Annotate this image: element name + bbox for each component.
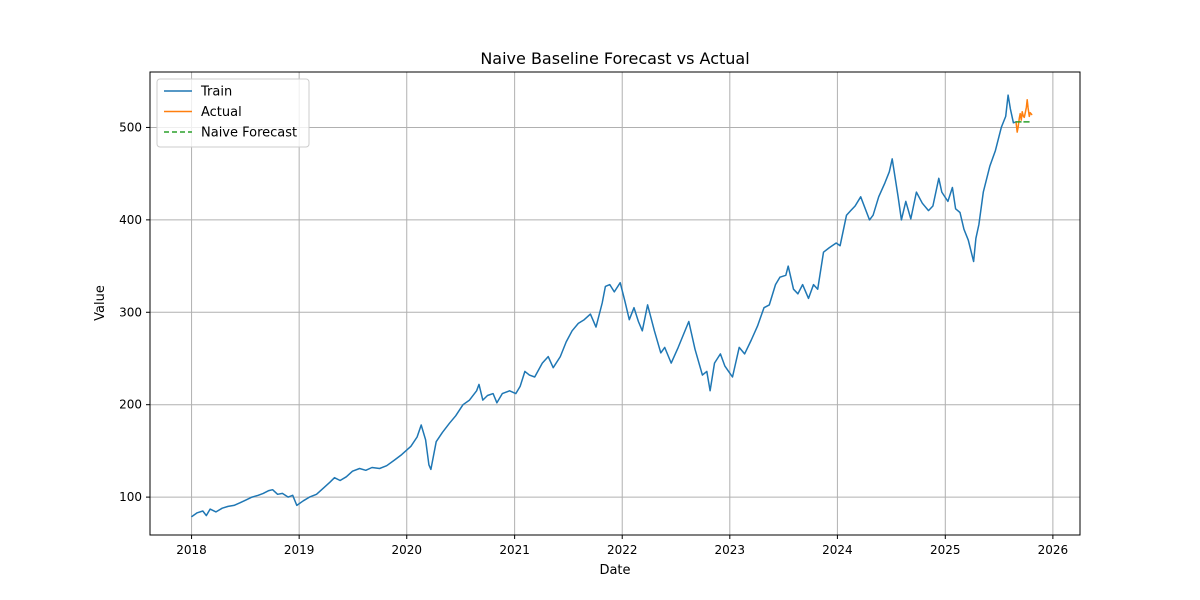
x-tick-label-2021: 2021 bbox=[499, 543, 530, 557]
y-tick-label-400: 400 bbox=[119, 213, 142, 227]
x-tick-label-2026: 2026 bbox=[1038, 543, 1069, 557]
y-tick-label-100: 100 bbox=[119, 490, 142, 504]
x-tick-label-2022: 2022 bbox=[607, 543, 638, 557]
y-axis-label: Value bbox=[93, 285, 108, 321]
series-line-actual bbox=[1015, 98, 1033, 133]
x-axis-label: Date bbox=[599, 563, 630, 578]
x-tick-label-2024: 2024 bbox=[822, 543, 853, 557]
legend-box bbox=[156, 78, 310, 148]
x-tick-label-2023: 2023 bbox=[715, 543, 746, 557]
y-tick-label-300: 300 bbox=[119, 305, 142, 319]
x-tick-label-2019: 2019 bbox=[284, 543, 315, 557]
legend-label-naive-forecast: Naive Forecast bbox=[201, 126, 297, 141]
x-tick-label-2025: 2025 bbox=[930, 543, 961, 557]
legend: Train Actual Naive Forecast bbox=[156, 78, 310, 148]
series-layer bbox=[191, 94, 1033, 518]
legend-label-actual: Actual bbox=[201, 105, 242, 120]
x-tick-label-2020: 2020 bbox=[391, 543, 422, 557]
y-tick-label-500: 500 bbox=[119, 120, 142, 134]
ticks: 2018 2019 2020 2021 2022 2023 2024 2025 2026 100 2… bbox=[119, 120, 1068, 557]
y-tick-label-200: 200 bbox=[119, 398, 142, 412]
plot-frame bbox=[149, 71, 1081, 536]
x-tick-label-2018: 2018 bbox=[176, 543, 207, 557]
grid bbox=[150, 72, 1080, 535]
series-line-train bbox=[191, 94, 1017, 518]
chart-title: Naive Baseline Forecast vs Actual bbox=[480, 49, 749, 68]
legend-label-train: Train bbox=[200, 85, 232, 100]
